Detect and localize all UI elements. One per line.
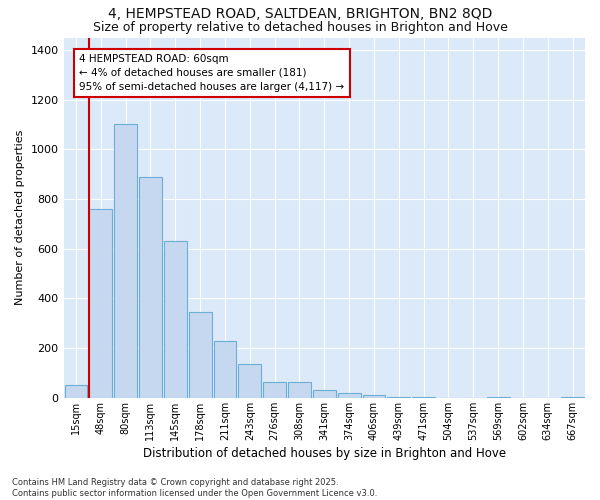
- Bar: [214, 340, 236, 398]
- Text: Contains HM Land Registry data © Crown copyright and database right 2025.
Contai: Contains HM Land Registry data © Crown c…: [12, 478, 377, 498]
- Bar: [89, 209, 112, 398]
- Bar: [561, 396, 584, 398]
- Bar: [238, 364, 261, 398]
- Bar: [362, 396, 385, 398]
- X-axis label: Distribution of detached houses by size in Brighton and Hove: Distribution of detached houses by size …: [143, 447, 506, 460]
- Text: 4, HEMPSTEAD ROAD, SALTDEAN, BRIGHTON, BN2 8QD: 4, HEMPSTEAD ROAD, SALTDEAN, BRIGHTON, B…: [108, 8, 492, 22]
- Bar: [487, 396, 509, 398]
- Bar: [288, 382, 311, 398]
- Bar: [188, 312, 212, 398]
- Bar: [338, 393, 361, 398]
- Bar: [139, 176, 162, 398]
- Text: Size of property relative to detached houses in Brighton and Hove: Size of property relative to detached ho…: [92, 21, 508, 34]
- Bar: [263, 382, 286, 398]
- Y-axis label: Number of detached properties: Number of detached properties: [15, 130, 25, 306]
- Bar: [114, 124, 137, 398]
- Bar: [313, 390, 335, 398]
- Bar: [412, 396, 435, 398]
- Bar: [388, 396, 410, 398]
- Bar: [65, 386, 88, 398]
- Bar: [164, 242, 187, 398]
- Text: 4 HEMPSTEAD ROAD: 60sqm
← 4% of detached houses are smaller (181)
95% of semi-de: 4 HEMPSTEAD ROAD: 60sqm ← 4% of detached…: [79, 54, 344, 92]
